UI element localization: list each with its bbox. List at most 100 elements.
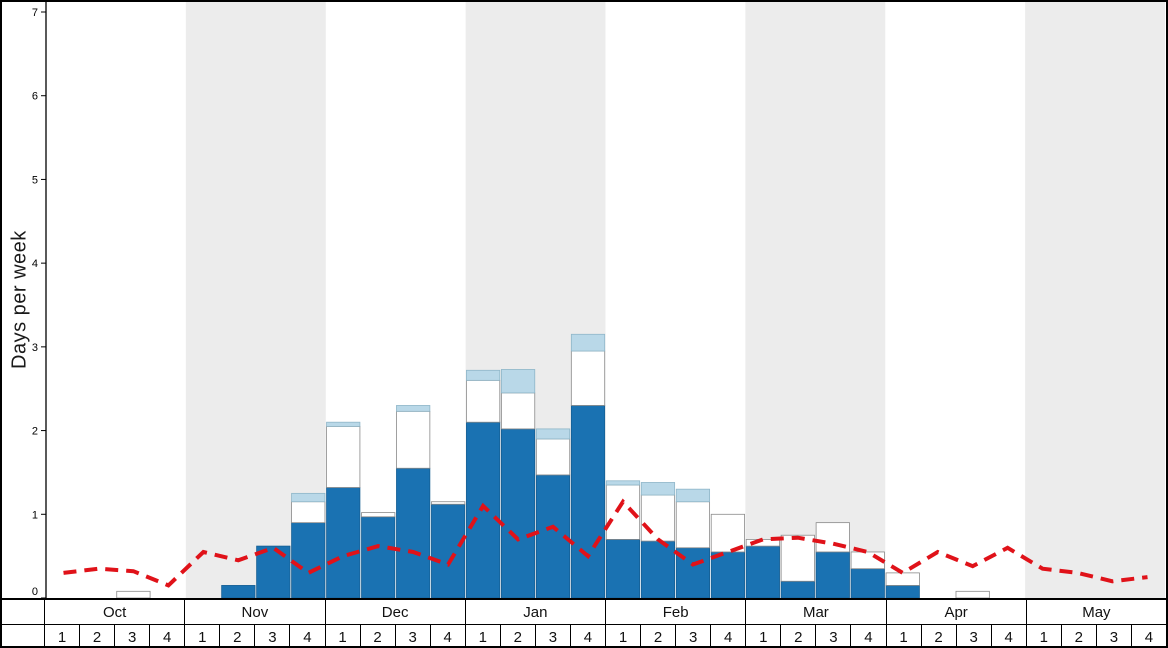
month-label-oct: Oct <box>45 600 186 624</box>
bar-light-blue-segment <box>535 428 571 440</box>
plot-area: 0 1 2 3 4 5 6 7 <box>32 2 1165 598</box>
bar-light-blue-segment <box>570 333 606 352</box>
week-label: 2 <box>1062 625 1097 646</box>
bar-dark-blue-segment <box>745 545 780 598</box>
y-tick-label: 1 <box>32 509 38 521</box>
bar-light-blue-segment <box>396 405 431 412</box>
y-tick-label: 4 <box>32 258 38 270</box>
week-label: 4 <box>1144 629 1154 646</box>
y-tick-label: 2 <box>32 426 38 438</box>
bar-dark-blue-segment <box>326 487 361 598</box>
bar-white-segment <box>955 590 990 598</box>
week-label: 3 <box>115 625 151 646</box>
month-label-apr: Apr <box>887 600 1027 624</box>
y-tick-label: 3 <box>32 342 38 354</box>
bar-dark-blue-segment <box>466 421 501 598</box>
bar-light-blue-segment <box>640 482 676 496</box>
month-band-may <box>1025 2 1165 598</box>
week-label: 1 <box>1027 625 1062 646</box>
week-label: 3 <box>957 625 992 646</box>
bar-dark-blue-segment <box>605 539 641 598</box>
bar-white-segment <box>675 501 711 549</box>
bar-dark-blue-segment <box>815 551 850 598</box>
y-tick-label: 0 <box>32 586 38 598</box>
bar-white-segment <box>640 494 676 542</box>
week-label: 2 <box>220 625 256 646</box>
bar-dark-blue-segment <box>361 516 396 598</box>
y-tick-label: 6 <box>32 91 38 103</box>
bar-light-blue-segment <box>500 369 536 394</box>
bar-light-blue-segment <box>291 492 326 503</box>
week-label: 4 <box>431 625 466 646</box>
y-axis-title: Days per week <box>8 230 31 370</box>
week-label: 2 <box>80 625 116 646</box>
month-row-corner <box>2 600 45 624</box>
week-label: 1 <box>606 625 642 646</box>
bar-dark-blue-segment <box>221 585 256 598</box>
week-label: 1 <box>45 625 81 646</box>
week-label: 1 <box>326 625 361 646</box>
week-label: 1 <box>746 625 782 646</box>
bar-dark-blue-segment <box>640 540 676 598</box>
bar-white-segment <box>500 392 536 430</box>
bar-light-blue-segment <box>326 421 361 427</box>
month-label-may: May <box>1082 603 1111 621</box>
month-label-dec: Dec <box>326 600 466 624</box>
week-label: 3 <box>536 625 571 646</box>
y-tick-label: 7 <box>32 7 38 19</box>
week-label: 4 <box>571 625 606 646</box>
week-row-corner <box>2 625 45 646</box>
y-tick-label: 5 <box>32 174 38 186</box>
bar-dark-blue-segment <box>850 568 885 598</box>
bar-dark-blue-segment <box>500 428 536 598</box>
bar-dark-blue-segment <box>396 467 431 598</box>
month-band-mar <box>745 2 886 598</box>
week-label: 2 <box>781 625 817 646</box>
bar-dark-blue-segment <box>675 547 711 598</box>
month-label-jan: Jan <box>466 600 606 624</box>
bar-dark-blue-segment <box>431 503 466 598</box>
bar-white-segment <box>116 590 151 598</box>
month-label-nov: Nov <box>185 600 326 624</box>
bar-white-segment <box>396 410 431 469</box>
bar-white-segment <box>535 438 571 476</box>
bar-white-segment <box>466 379 501 423</box>
week-label: 3 <box>255 625 291 646</box>
week-label: 3 <box>816 625 852 646</box>
bar-white-segment <box>431 501 466 505</box>
week-label: 2 <box>641 625 677 646</box>
bar-white-segment <box>885 572 920 586</box>
bar-white-segment <box>361 512 396 518</box>
week-label: 3 <box>396 625 431 646</box>
week-label: 2 <box>361 625 396 646</box>
week-label: 4 <box>992 625 1027 646</box>
bar-light-blue-segment <box>466 369 501 381</box>
bar-white-segment <box>710 513 745 553</box>
bar-dark-blue-segment <box>885 585 920 598</box>
bar-white-segment <box>291 501 326 524</box>
week-label: 3 <box>1097 625 1132 646</box>
bar-dark-blue-segment <box>570 405 606 598</box>
month-label-feb: Feb <box>606 600 747 624</box>
bar-white-segment <box>745 539 780 547</box>
month-label-mar: Mar <box>746 600 887 624</box>
bar-dark-blue-segment <box>291 522 326 598</box>
month-axis-row: Oct Nov Dec Jan Feb Mar Apr May <box>2 598 1166 624</box>
average-line <box>63 498 1148 588</box>
bar-dark-blue-segment <box>710 551 745 598</box>
week-label: 4 <box>150 625 186 646</box>
week-label: 1 <box>887 625 922 646</box>
week-label: 3 <box>676 625 712 646</box>
bar-light-blue-segment <box>605 480 641 486</box>
week-label: 1 <box>185 625 221 646</box>
bar-white-segment <box>326 425 361 488</box>
week-label: 2 <box>922 625 957 646</box>
week-label: 1 <box>466 625 501 646</box>
bar-light-blue-segment <box>675 488 711 503</box>
week-label: 2 <box>501 625 536 646</box>
bar-white-segment <box>780 534 815 582</box>
bar-dark-blue-segment <box>780 580 815 598</box>
week-label: 4 <box>290 625 326 646</box>
